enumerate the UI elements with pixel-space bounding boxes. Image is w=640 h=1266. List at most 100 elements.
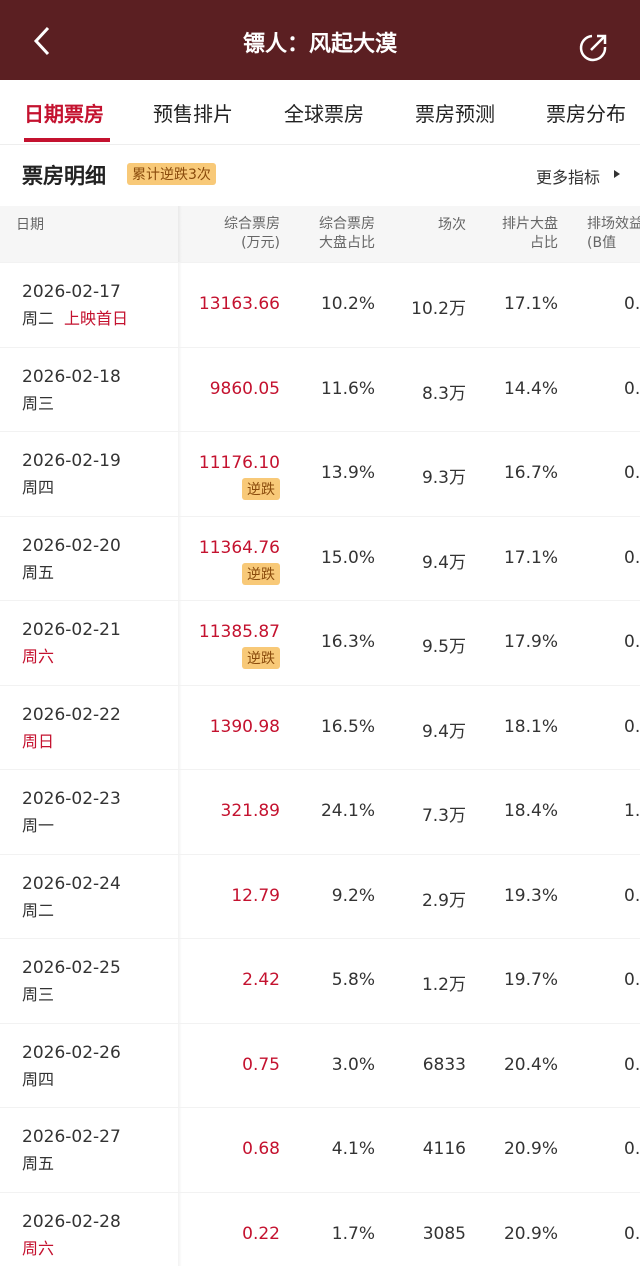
b-value: 0.9 (624, 632, 640, 652)
weekday: 周二 (22, 309, 55, 328)
box-office: 321.89 (220, 801, 280, 821)
screenings: 9.4万 (421, 721, 466, 742)
release-tag: 上映首日 (64, 309, 129, 328)
b-value: 1. (624, 801, 640, 821)
date: 2026-02-28 (22, 1211, 121, 1232)
row-separator (0, 853, 640, 855)
tab-underline (24, 138, 110, 142)
market-share: 4.1% (331, 1139, 375, 1159)
box-office: 13163.66 (198, 294, 280, 314)
column-header: 综合票房 (224, 216, 280, 232)
date: 2026-02-24 (22, 873, 121, 894)
tab[interactable]: 票房分布 (546, 102, 626, 126)
weekday: 周五 (22, 1154, 55, 1173)
column-header: (万元) (241, 235, 280, 251)
date: 2026-02-21 (22, 620, 121, 640)
box-office: 0.68 (242, 1139, 280, 1159)
box-office: 12.79 (231, 885, 280, 906)
screenings: 9.3万 (421, 468, 466, 488)
box-office: 0.75 (242, 1054, 280, 1075)
market-share: 10.2% (320, 294, 375, 314)
date: 2026-02-23 (22, 789, 121, 809)
row-separator (0, 600, 640, 601)
column-header: 大盘占比 (319, 235, 375, 251)
tab[interactable]: 日期票房 (24, 102, 104, 126)
tab[interactable]: 全球票房 (284, 102, 364, 126)
market-share: 5.8% (331, 970, 375, 990)
b-value: 0.9 (624, 716, 640, 737)
b-value: 0. (624, 1054, 640, 1075)
box-office: 9860.05 (209, 378, 280, 399)
box-office: 1390.98 (209, 716, 280, 737)
screenings: 2.9万 (421, 890, 466, 911)
weekday: 周四 (22, 478, 55, 497)
tab[interactable]: 票房预测 (415, 102, 495, 126)
screenings: 1.2万 (421, 975, 466, 995)
date: 2026-02-20 (22, 535, 121, 556)
schedule-share: 20.9% (503, 1223, 558, 1244)
column-header: 综合票房 (319, 216, 375, 232)
date: 2026-02-17 (22, 282, 121, 302)
date: 2026-02-27 (22, 1127, 121, 1147)
screenings: 3085 (422, 1223, 466, 1244)
weekday: 周六 (22, 1238, 55, 1258)
row-separator (0, 515, 640, 517)
schedule-share: 19.7% (503, 970, 558, 990)
b-value: 0. (624, 1223, 640, 1244)
box-office: 11176.10 (198, 453, 280, 473)
box-office: 11364.76 (198, 537, 280, 558)
rebound-badge: 逆跌 (242, 562, 280, 585)
date: 2026-02-22 (22, 704, 121, 725)
date: 2026-02-19 (22, 451, 121, 471)
screenings: 9.5万 (421, 637, 466, 657)
rebound-badge: 逆跌 (242, 478, 280, 500)
screenings: 6833 (422, 1054, 466, 1075)
section-badge: 累计逆跌3次 (127, 163, 216, 185)
schedule-share: 18.1% (503, 716, 558, 737)
market-share: 16.3% (320, 632, 375, 652)
column-header: 排片大盘 (502, 216, 558, 232)
schedule-share: 20.4% (503, 1054, 558, 1075)
row-separator (0, 431, 640, 432)
market-share: 9.2% (331, 885, 375, 906)
b-value: 0. (624, 885, 640, 906)
share-button[interactable] (578, 32, 610, 64)
market-share: 3.0% (331, 1054, 375, 1075)
b-value: 0.8 (624, 463, 640, 483)
row-separator (0, 938, 640, 939)
weekday: 周日 (22, 731, 55, 751)
back-button[interactable] (30, 24, 54, 58)
sticky-shadow (178, 206, 182, 1266)
weekday: 周五 (22, 562, 55, 582)
column-header: 场次 (438, 217, 466, 233)
schedule-share: 14.4% (503, 378, 558, 399)
screenings: 7.3万 (421, 806, 466, 826)
tab[interactable]: 预售排片 (153, 102, 233, 126)
schedule-share: 17.1% (503, 294, 558, 314)
section-title: 票房明细 (22, 164, 106, 188)
page-title: 镖人：风起大漠 (242, 32, 397, 57)
row-separator (0, 769, 640, 770)
box-office: 0.22 (242, 1223, 280, 1244)
b-value: 0.9 (624, 547, 640, 568)
row-separator (0, 684, 640, 686)
header-bar: 镖人：风起大漠 (0, 0, 640, 80)
table-header-bg (0, 206, 640, 262)
weekday: 周三 (22, 393, 55, 413)
schedule-share: 20.9% (503, 1139, 558, 1159)
market-share: 1.7% (331, 1223, 375, 1244)
date: 2026-02-26 (22, 1042, 121, 1063)
rebound-badge: 逆跌 (242, 647, 280, 669)
row-separator (0, 346, 640, 348)
screenings: 4116 (422, 1139, 466, 1159)
row-separator (0, 262, 640, 263)
schedule-share: 17.9% (503, 632, 558, 652)
more-link[interactable]: 更多指标 (536, 168, 601, 187)
more-arrow (614, 170, 620, 178)
schedule-share: 16.7% (503, 463, 558, 483)
row-separator (0, 1191, 640, 1193)
screenings: 10.2万 (411, 299, 466, 319)
screenings: 8.3万 (421, 383, 466, 404)
screenings: 9.4万 (421, 552, 466, 573)
